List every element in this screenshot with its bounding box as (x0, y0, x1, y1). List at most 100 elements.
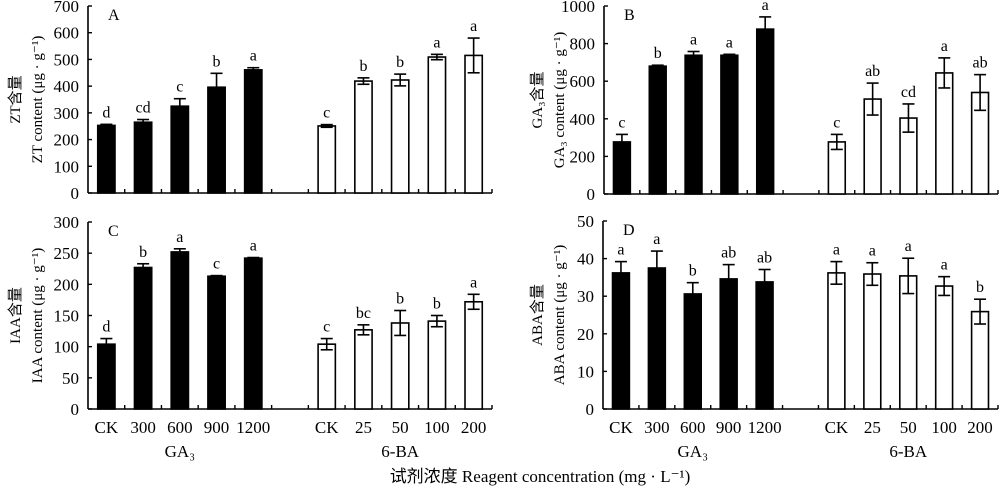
significance-letter: ab (865, 63, 880, 80)
y-tick-label: 0 (71, 184, 80, 203)
y-tick-label: 1000 (561, 0, 595, 16)
y-tick-label: 10 (577, 362, 594, 381)
x-tick-label: 25 (864, 418, 881, 437)
y-axis-title-cn: IAA含量 (7, 287, 24, 344)
bar-ga-1200 (755, 28, 775, 195)
significance-letter: cd (901, 84, 916, 101)
x-tick-label: 900 (204, 418, 230, 437)
panel-d: 0 10 20 30 40 50 D ABA含量 ABA content (μg · g⁻¹) a… (529, 212, 999, 461)
significance-letter: b (396, 54, 404, 71)
y-tick-label: 0 (586, 400, 595, 419)
y-tick-label: 20 (577, 325, 594, 344)
y-axis-title-cn: ABA含量 (529, 284, 546, 346)
significance-letter: c (618, 114, 625, 131)
y-tick-label: 600 (54, 24, 80, 43)
bar-ga-1200 (243, 257, 263, 410)
y-tick-label: 50 (62, 369, 79, 388)
group-label: 6-BA (381, 442, 420, 461)
significance-letter: a (941, 257, 948, 274)
group-label: 6-BA (889, 442, 928, 461)
x-tick-label: 1200 (236, 418, 270, 437)
significance-letter: a (250, 48, 257, 65)
significance-letter: c (213, 256, 220, 273)
y-tick-label: 50 (577, 212, 594, 231)
y-axis-title-en: GA₃ content (μg · g⁻¹) (552, 32, 568, 169)
bar-6ba-ck (827, 272, 846, 410)
x-tick-label: CK (315, 418, 339, 437)
significance-letter: d (102, 319, 110, 336)
bar-6ba-100 (935, 72, 954, 195)
x-tick-label: 600 (680, 418, 706, 437)
x-tick-label: 200 (461, 418, 487, 437)
bar-ga-300 (133, 121, 153, 194)
significance-letter: a (470, 18, 477, 35)
panel-letter: C (108, 223, 119, 240)
significance-letter: b (654, 45, 662, 62)
y-tick-label: 0 (71, 400, 80, 419)
bar-6ba-100 (934, 285, 954, 410)
bar-6ba-ck (317, 343, 337, 410)
x-tick-label: 100 (931, 418, 957, 437)
bar-6ba-200 (464, 300, 484, 410)
y-tick-label: 30 (577, 287, 594, 306)
bar-6ba-200 (970, 310, 990, 410)
significance-letter: a (690, 31, 697, 48)
significance-letter: a (250, 238, 257, 255)
panel-c: 0 50 100 150 200 250 300 C IAA含量 IAA content (μg … (7, 213, 493, 461)
bar-ga-900 (207, 275, 226, 410)
x-tick-label: 1200 (748, 418, 782, 437)
significance-letter: a (433, 34, 440, 51)
x-axis-title: 试剂浓度 Reagent concentration (mg · L⁻¹) (390, 467, 691, 486)
significance-letter: bc (356, 305, 371, 322)
y-tick-label: 200 (54, 275, 80, 294)
bar-ga-ck (96, 343, 116, 410)
y-tick-label: 500 (54, 50, 80, 69)
y-tick-label: 200 (54, 131, 80, 150)
bar-6ba-25 (354, 80, 373, 194)
significance-letter: a (905, 238, 912, 255)
bar-6ba-50 (898, 275, 918, 410)
y-tick-label: 300 (54, 213, 80, 232)
significance-letter: a (869, 243, 876, 260)
bar-6ba-50 (390, 79, 410, 194)
significance-letter: ab (973, 55, 988, 72)
significance-letter: a (470, 274, 477, 291)
significance-letter: a (176, 229, 183, 246)
significance-letter: c (323, 105, 330, 122)
y-axis-title-en: IAA content (μg · g⁻¹) (30, 248, 46, 383)
significance-letter: c (176, 79, 183, 96)
y-axis-title-cn: GA₃含量 (529, 72, 546, 129)
y-tick-label: 800 (570, 35, 596, 54)
panel-letter: D (623, 222, 635, 239)
significance-letter: b (433, 296, 441, 313)
significance-letter: ab (721, 245, 736, 262)
bar-ga-900 (207, 86, 226, 194)
x-tick-label: 50 (900, 418, 917, 437)
significance-letter: b (976, 279, 984, 296)
y-tick-label: 300 (54, 104, 80, 123)
significance-letter: a (617, 242, 624, 259)
bar-ga-ck (611, 272, 631, 410)
panel-letter: A (108, 7, 120, 24)
significance-letter: c (833, 114, 840, 131)
x-tick-label: CK (825, 418, 849, 437)
bar-ga-1200 (755, 281, 774, 410)
bar-6ba-25 (354, 329, 373, 410)
group-label: GA₃ (678, 442, 709, 461)
bar-6ba-ck (317, 125, 337, 194)
panel-b: 0 200 400 600 800 1000 B GA₃含量 GA₃ content (μg ·… (529, 0, 999, 204)
significance-letter: b (359, 58, 367, 75)
x-tick-label: 50 (392, 418, 409, 437)
bar-ga-300 (647, 267, 667, 410)
y-tick-label: 400 (570, 110, 596, 129)
bar-ga-300 (648, 65, 667, 195)
y-tick-label: 700 (54, 0, 80, 16)
bar-6ba-100 (427, 56, 447, 194)
significance-letter: b (213, 53, 221, 70)
bar-ga-ck (612, 141, 632, 195)
y-tick-label: 0 (587, 185, 596, 204)
bar-ga-600 (684, 54, 703, 195)
bar-ga-ck (96, 124, 116, 194)
significance-letter: a (726, 34, 733, 51)
